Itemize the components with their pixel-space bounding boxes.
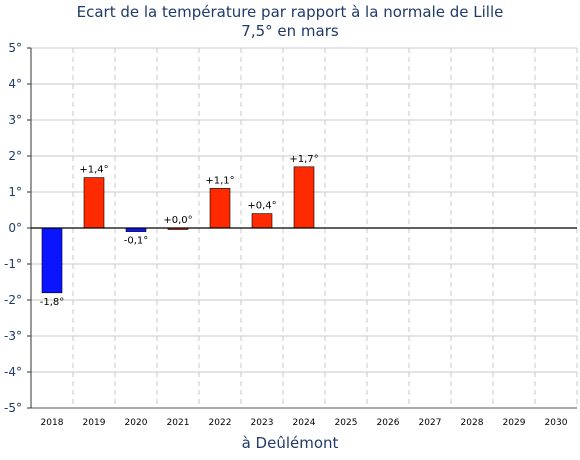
data-label-2018: -1,8° — [40, 297, 65, 308]
data-label-2024: +1,7° — [289, 154, 318, 165]
chart-title: Ecart de la température par rapport à la… — [76, 3, 504, 21]
bar-2022 — [209, 188, 231, 229]
x-tick-label: 2028 — [461, 418, 484, 428]
data-label-2021: +0,0° — [163, 215, 192, 226]
chart-subtitle: 7,5° en mars — [241, 22, 339, 40]
y-tick-label: 3° — [8, 113, 22, 127]
bar-2018 — [41, 227, 63, 294]
data-label-2022: +1,1° — [205, 175, 234, 186]
y-tick-label: -4° — [4, 365, 22, 379]
bar-2024 — [293, 166, 315, 229]
y-tick-label: -5° — [4, 401, 22, 415]
y-tick-label: 2° — [8, 149, 22, 163]
y-tick-label: -3° — [4, 329, 22, 343]
bar-2023 — [251, 213, 273, 229]
y-tick-label: 1° — [8, 185, 22, 199]
x-tick-label: 2021 — [167, 418, 190, 428]
x-tick-label: 2022 — [209, 418, 232, 428]
x-tick-label: 2030 — [545, 418, 568, 428]
x-axis-label: à Deûlémont — [241, 434, 339, 452]
x-tick-label: 2018 — [41, 418, 64, 428]
x-tick-label: 2024 — [293, 418, 316, 428]
y-tick-label: -1° — [4, 257, 22, 271]
data-label-2023: +0,4° — [247, 201, 276, 212]
data-label-2019: +1,4° — [79, 165, 108, 176]
y-tick-label: 0° — [8, 221, 22, 235]
y-tick-label: 5° — [8, 41, 22, 55]
x-tick-label: 2027 — [419, 418, 442, 428]
x-tick-label: 2023 — [251, 418, 274, 428]
x-tick-label: 2020 — [125, 418, 148, 428]
y-tick-label: -2° — [4, 293, 22, 307]
data-label-2020: -0,1° — [124, 236, 149, 247]
x-tick-label: 2019 — [83, 418, 106, 428]
bar-2019 — [83, 177, 105, 229]
x-tick-label: 2025 — [335, 418, 358, 428]
x-tick-label: 2026 — [377, 418, 400, 428]
y-tick-label: 4° — [8, 77, 22, 91]
x-tick-label: 2029 — [503, 418, 526, 428]
